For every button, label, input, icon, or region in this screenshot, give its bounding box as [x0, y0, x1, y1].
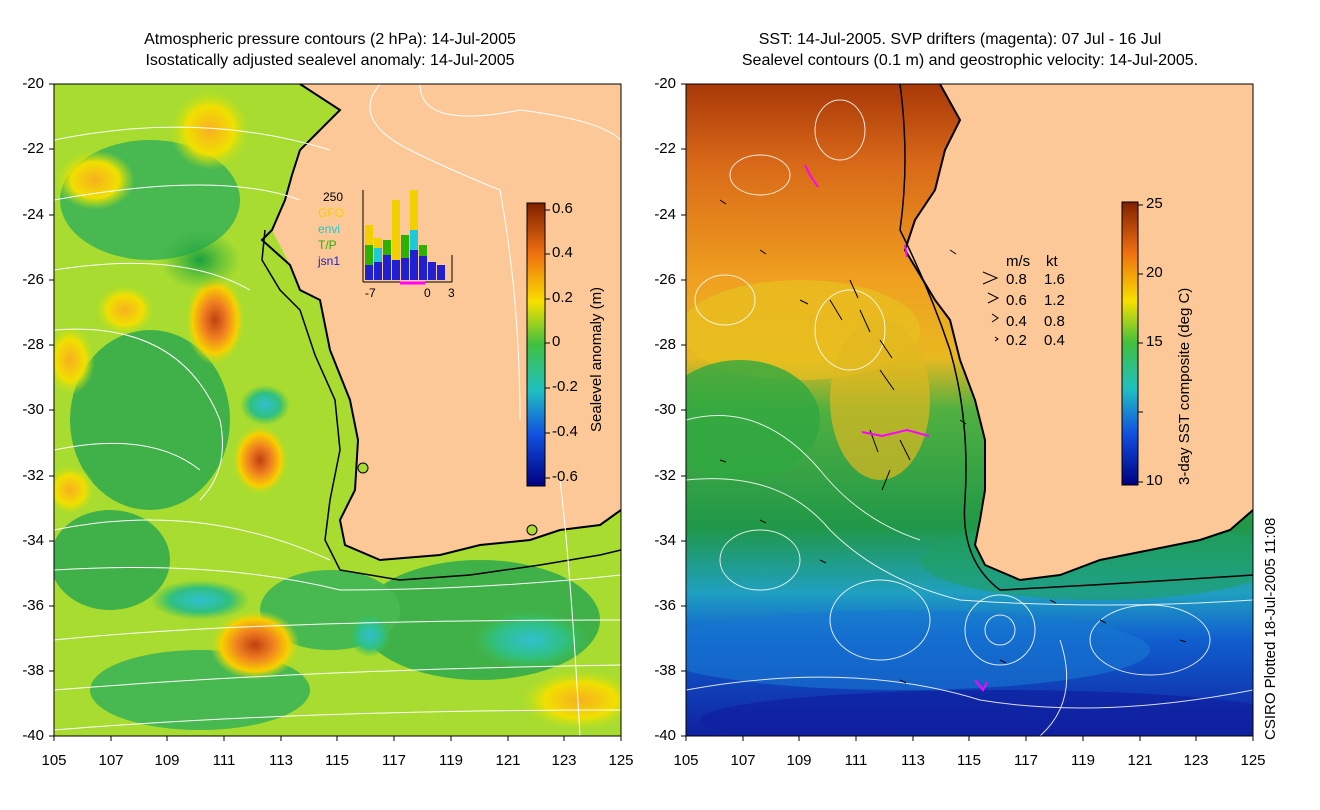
speed-row-ms: 0.2 — [1006, 332, 1027, 349]
x-tick-right: 123 — [1183, 752, 1209, 769]
y-tick-right: -30 — [654, 401, 676, 418]
speed-row-ms: 0.4 — [1006, 313, 1027, 330]
y-tick-right: -36 — [654, 597, 676, 614]
speed-row-ms: 0.8 — [1006, 271, 1027, 288]
left-colorbar-label: Sealevel anomaly (m) — [588, 286, 605, 432]
y-tick-left: -38 — [22, 662, 44, 679]
right-colorbar-tick: 10 — [1146, 472, 1163, 489]
right-title-line1: SST: 14-Jul-2005. SVP drifters (magenta)… — [758, 31, 1162, 48]
y-tick-left: -24 — [22, 206, 44, 223]
left-colorbar-tick: -0.4 — [552, 423, 578, 440]
y-tick-left: -30 — [22, 401, 44, 418]
right-colorbar-label: 3-day SST composite (deg C) — [1176, 287, 1193, 485]
x-tick-right: 113 — [901, 752, 925, 769]
x-tick-left: 123 — [551, 752, 577, 769]
x-tick-right: 117 — [1014, 752, 1038, 769]
left-title-line2: Isostatically adjusted sealevel anomaly:… — [145, 52, 515, 69]
speed-row-ms: 0.6 — [1006, 292, 1027, 309]
y-tick-left: -22 — [22, 140, 44, 157]
inset-x-tick-zero: 0 — [424, 286, 431, 300]
left-colorbar-tick: 0.6 — [552, 200, 573, 217]
x-tick-left: 113 — [269, 752, 293, 769]
speed-header-kt: kt — [1046, 253, 1058, 270]
speed-row-kt: 1.2 — [1044, 292, 1065, 309]
speed-row-kt: 0.4 — [1044, 332, 1065, 349]
x-tick-left: 111 — [212, 752, 236, 769]
inset-x-tick-max: 3 — [448, 286, 455, 300]
x-tick-left: 105 — [41, 752, 67, 769]
y-tick-right: -38 — [654, 662, 676, 679]
axis-ticks — [49, 83, 1254, 741]
left-colorbar-tick: 0.4 — [552, 244, 573, 261]
speed-legend-arrows — [982, 271, 1000, 342]
x-tick-right: 115 — [957, 752, 981, 769]
x-tick-left: 121 — [495, 752, 521, 769]
x-tick-left: 115 — [325, 752, 349, 769]
inset-legend-jsn1: jsn1 — [318, 254, 341, 268]
right-colorbar-tick: 15 — [1146, 333, 1163, 350]
y-tick-left: -32 — [22, 467, 44, 484]
y-tick-left: -40 — [22, 727, 44, 744]
left-colorbar-tick: 0 — [552, 333, 561, 350]
inset-legend-envi: envi — [318, 222, 341, 236]
x-tick-right: 119 — [1071, 752, 1095, 769]
left-colorbar-tick: 0.2 — [552, 289, 573, 306]
left-colorbar-tick: -0.2 — [552, 378, 578, 395]
y-tick-right: -34 — [654, 532, 676, 549]
drifter-tracks — [804, 164, 988, 692]
x-tick-left: 117 — [382, 752, 406, 769]
y-tick-right: -28 — [654, 336, 676, 353]
y-tick-right: -20 — [654, 75, 676, 92]
left-title-line1: Atmospheric pressure contours (2 hPa): 1… — [144, 31, 516, 48]
right-colorbar-tick: 25 — [1146, 195, 1163, 212]
y-tick-right: -40 — [654, 727, 676, 744]
right-colorbar-tick: 20 — [1146, 264, 1163, 281]
y-tick-left: -20 — [22, 75, 44, 92]
y-tick-right: -32 — [654, 467, 676, 484]
x-tick-right: 125 — [1240, 752, 1266, 769]
x-tick-left: 125 — [608, 752, 634, 769]
x-tick-right: 109 — [786, 752, 812, 769]
x-tick-right: 121 — [1127, 752, 1153, 769]
x-tick-right: 111 — [844, 752, 868, 769]
x-tick-left: 119 — [439, 752, 463, 769]
x-tick-left: 109 — [154, 752, 180, 769]
velocity-field — [719, 199, 1187, 684]
inset-ymax-label: 250 — [323, 190, 344, 204]
x-tick-right: 105 — [673, 752, 699, 769]
y-tick-left: -34 — [22, 532, 44, 549]
y-tick-right: -24 — [654, 206, 676, 223]
speed-header-ms: m/s — [1006, 253, 1031, 270]
speed-row-kt: 0.8 — [1044, 313, 1065, 330]
right-title-line2: Sealevel contours (0.1 m) and geostrophi… — [741, 52, 1199, 69]
y-tick-left: -26 — [22, 271, 44, 288]
inset-legend-tp: T/P — [318, 238, 337, 252]
y-tick-right: -22 — [654, 140, 676, 157]
speed-row-kt: 1.6 — [1044, 271, 1065, 288]
left-colorbar-tick: -0.6 — [552, 468, 578, 485]
y-tick-left: -28 — [22, 336, 44, 353]
y-tick-left: -36 — [22, 597, 44, 614]
footer-credit: CSIRO Plotted 18-Jul-2005 11:08 — [1262, 517, 1279, 740]
x-tick-left: 107 — [98, 752, 124, 769]
x-tick-right: 107 — [730, 752, 756, 769]
inset-legend-gfo: GFO — [318, 206, 344, 220]
y-tick-right: -26 — [654, 271, 676, 288]
inset-chart — [362, 190, 453, 285]
inset-x-tick-min: -7 — [365, 286, 376, 300]
